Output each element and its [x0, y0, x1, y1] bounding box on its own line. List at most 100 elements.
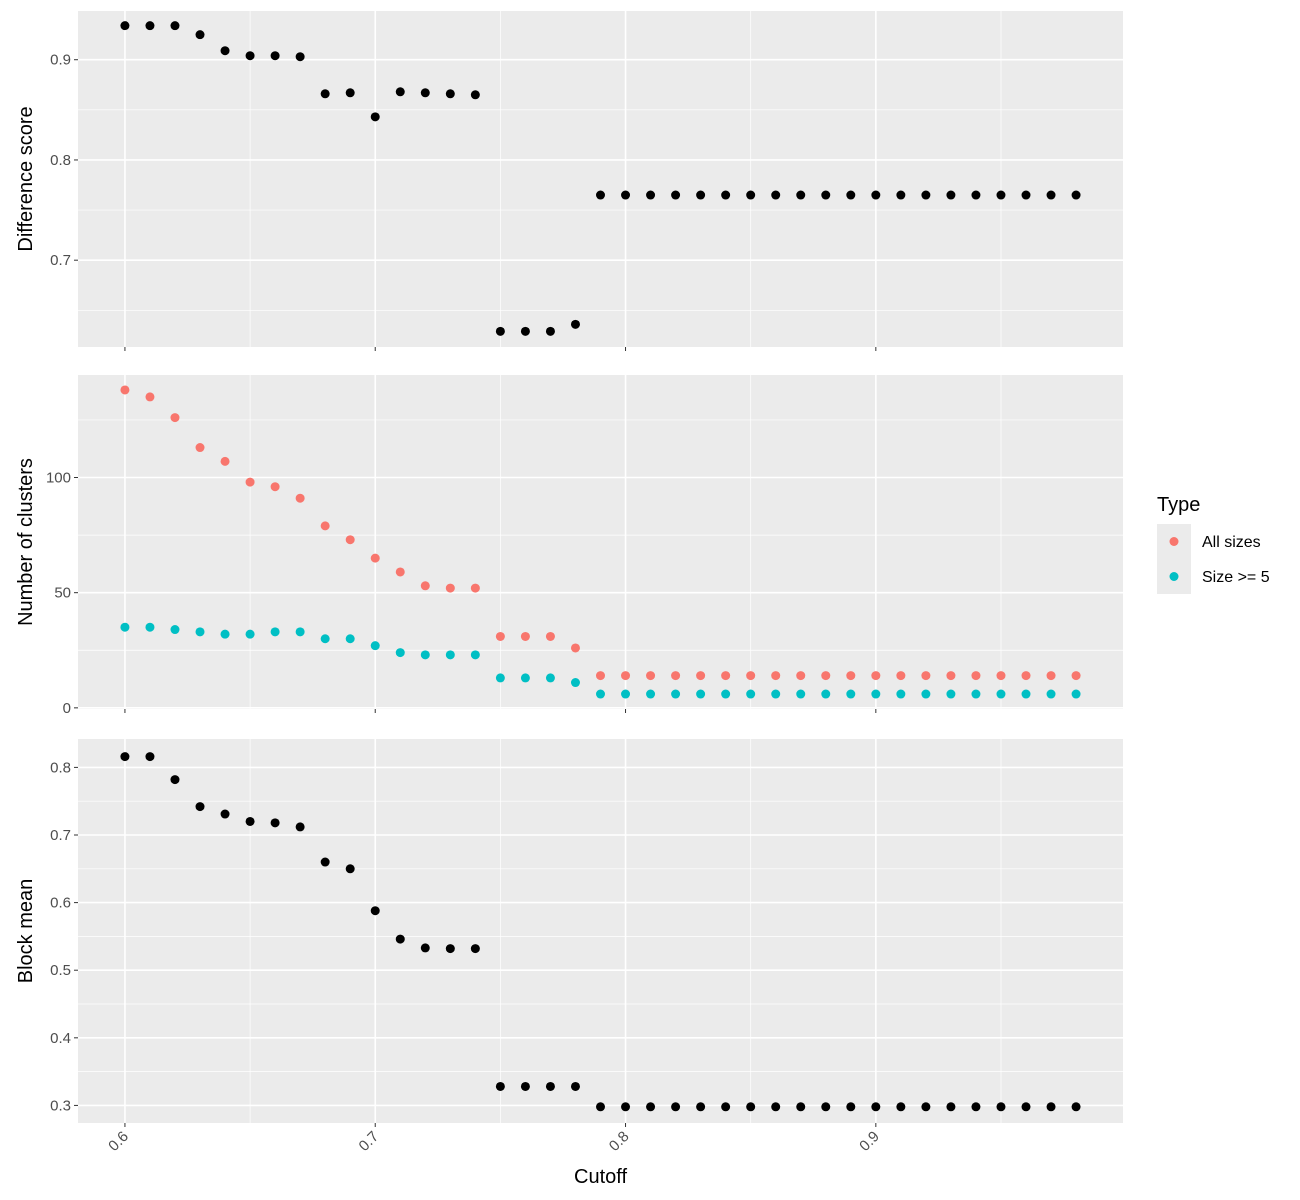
data-point: [1071, 671, 1081, 681]
data-point: [120, 385, 130, 395]
data-point: [345, 634, 355, 644]
data-point: [946, 190, 956, 200]
data-point: [796, 1102, 806, 1112]
data-point: [1046, 190, 1056, 200]
data-point: [921, 1102, 931, 1112]
data-point: [996, 190, 1006, 200]
data-point: [896, 671, 906, 681]
data-point: [370, 112, 380, 122]
data-point: [420, 943, 430, 953]
y-tick-label: 0.4: [50, 1030, 71, 1047]
data-point: [145, 21, 155, 31]
legend-item-label: All sizes: [1202, 534, 1261, 551]
data-point: [520, 631, 530, 641]
data-point: [746, 1102, 756, 1112]
data-point: [445, 89, 455, 99]
data-point: [946, 671, 956, 681]
data-point: [1046, 1102, 1056, 1112]
data-point: [596, 671, 605, 681]
data-point: [696, 689, 706, 699]
data-point: [846, 1102, 856, 1112]
data-point: [345, 535, 355, 545]
panel-3: 0.3 0.4 0.5 0.6 0.7 0.8 Block mean: [15, 739, 1123, 1127]
data-point: [1021, 689, 1031, 699]
y-axis-title: Number of clusters: [15, 458, 37, 626]
data-point: [445, 583, 455, 593]
data-point: [570, 319, 580, 329]
data-point: [721, 190, 731, 200]
data-point: [721, 1102, 731, 1112]
data-point: [320, 634, 330, 644]
data-point: [646, 190, 656, 200]
data-point: [1071, 1102, 1081, 1112]
legend-key-swatch: [1169, 572, 1179, 581]
data-point: [646, 1102, 656, 1112]
y-tick-label: 0: [63, 700, 71, 717]
panel-1: 0.7 0.8 0.9 Difference score: [15, 11, 1123, 351]
data-point: [1046, 689, 1056, 699]
data-point: [746, 190, 756, 200]
legend-item: All sizes: [1157, 524, 1261, 559]
data-point: [1021, 671, 1031, 681]
y-tick-label: 0.7: [50, 252, 71, 269]
y-tick-label: 50: [54, 585, 71, 602]
data-point: [946, 689, 956, 699]
data-point: [746, 671, 756, 681]
data-point: [320, 89, 330, 99]
data-point: [771, 190, 781, 200]
panel-background: [78, 375, 1123, 709]
data-point: [495, 673, 505, 683]
data-point: [971, 671, 981, 681]
data-point: [245, 629, 255, 639]
x-axis-title: Cutoff: [574, 1166, 627, 1188]
data-point: [596, 190, 605, 200]
x-tick-label: 0.7: [356, 1128, 383, 1155]
data-point: [445, 650, 455, 660]
data-point: [796, 671, 806, 681]
data-point: [495, 631, 505, 641]
data-point: [120, 21, 130, 31]
data-point: [721, 689, 731, 699]
data-point: [145, 752, 155, 762]
data-point: [971, 190, 981, 200]
data-point: [395, 567, 405, 577]
data-point: [395, 87, 405, 97]
data-point: [621, 1102, 631, 1112]
data-point: [320, 857, 330, 867]
data-point: [270, 627, 280, 637]
data-point: [170, 625, 180, 635]
data-point: [195, 627, 205, 637]
panel-background: [78, 11, 1123, 347]
data-point: [971, 1102, 981, 1112]
data-point: [245, 477, 255, 487]
data-point: [470, 650, 480, 660]
data-point: [370, 641, 380, 651]
data-point: [871, 671, 881, 681]
x-tick-label: 0.6: [105, 1128, 132, 1155]
data-point: [145, 392, 155, 402]
data-point: [570, 678, 580, 688]
data-point: [771, 689, 781, 699]
y-tick-label: 0.7: [50, 827, 71, 844]
data-point: [195, 443, 205, 453]
data-point: [971, 689, 981, 699]
data-point: [596, 1102, 605, 1112]
data-point: [520, 326, 530, 336]
data-point: [621, 689, 631, 699]
data-point: [846, 671, 856, 681]
y-tick-label: 0.3: [50, 1097, 71, 1114]
data-point: [570, 643, 580, 653]
data-point: [621, 190, 631, 200]
data-point: [871, 1102, 881, 1112]
y-axis-title: Block mean: [15, 879, 37, 984]
data-point: [1021, 190, 1031, 200]
y-tick-label: 100: [46, 470, 71, 487]
data-point: [495, 326, 505, 336]
data-point: [646, 671, 656, 681]
data-point: [420, 650, 430, 660]
data-point: [245, 51, 255, 61]
data-point: [921, 689, 931, 699]
data-point: [1071, 190, 1081, 200]
data-point: [1021, 1102, 1031, 1112]
